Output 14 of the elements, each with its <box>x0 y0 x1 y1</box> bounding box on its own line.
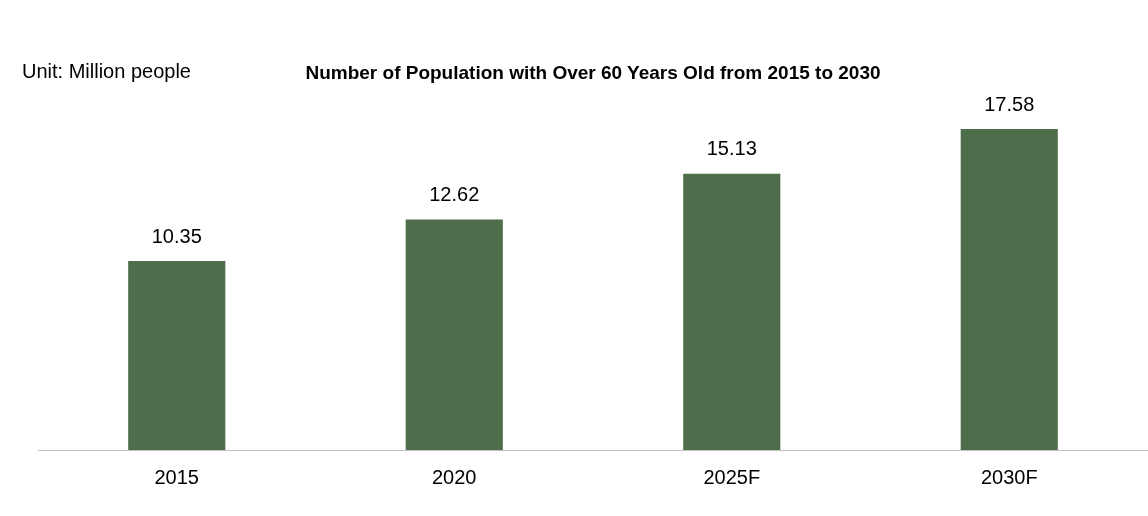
chart-title: Number of Population with Over 60 Years Old from 2015 to 2030 <box>305 61 881 83</box>
bar <box>683 173 781 450</box>
data-label: 15.13 <box>706 137 757 160</box>
bar <box>128 261 226 450</box>
data-label: 10.35 <box>151 224 202 247</box>
data-label: 17.58 <box>984 92 1035 115</box>
x-tick-label: 2020 <box>432 465 477 488</box>
x-tick-label: 2015 <box>154 465 199 488</box>
x-tick-label: 2025F <box>703 465 761 488</box>
data-label: 12.62 <box>429 183 480 206</box>
x-tick-label: 2030F <box>980 465 1038 488</box>
bar <box>405 219 503 450</box>
bar <box>960 128 1058 450</box>
text: Unit: Million people <box>22 60 191 83</box>
